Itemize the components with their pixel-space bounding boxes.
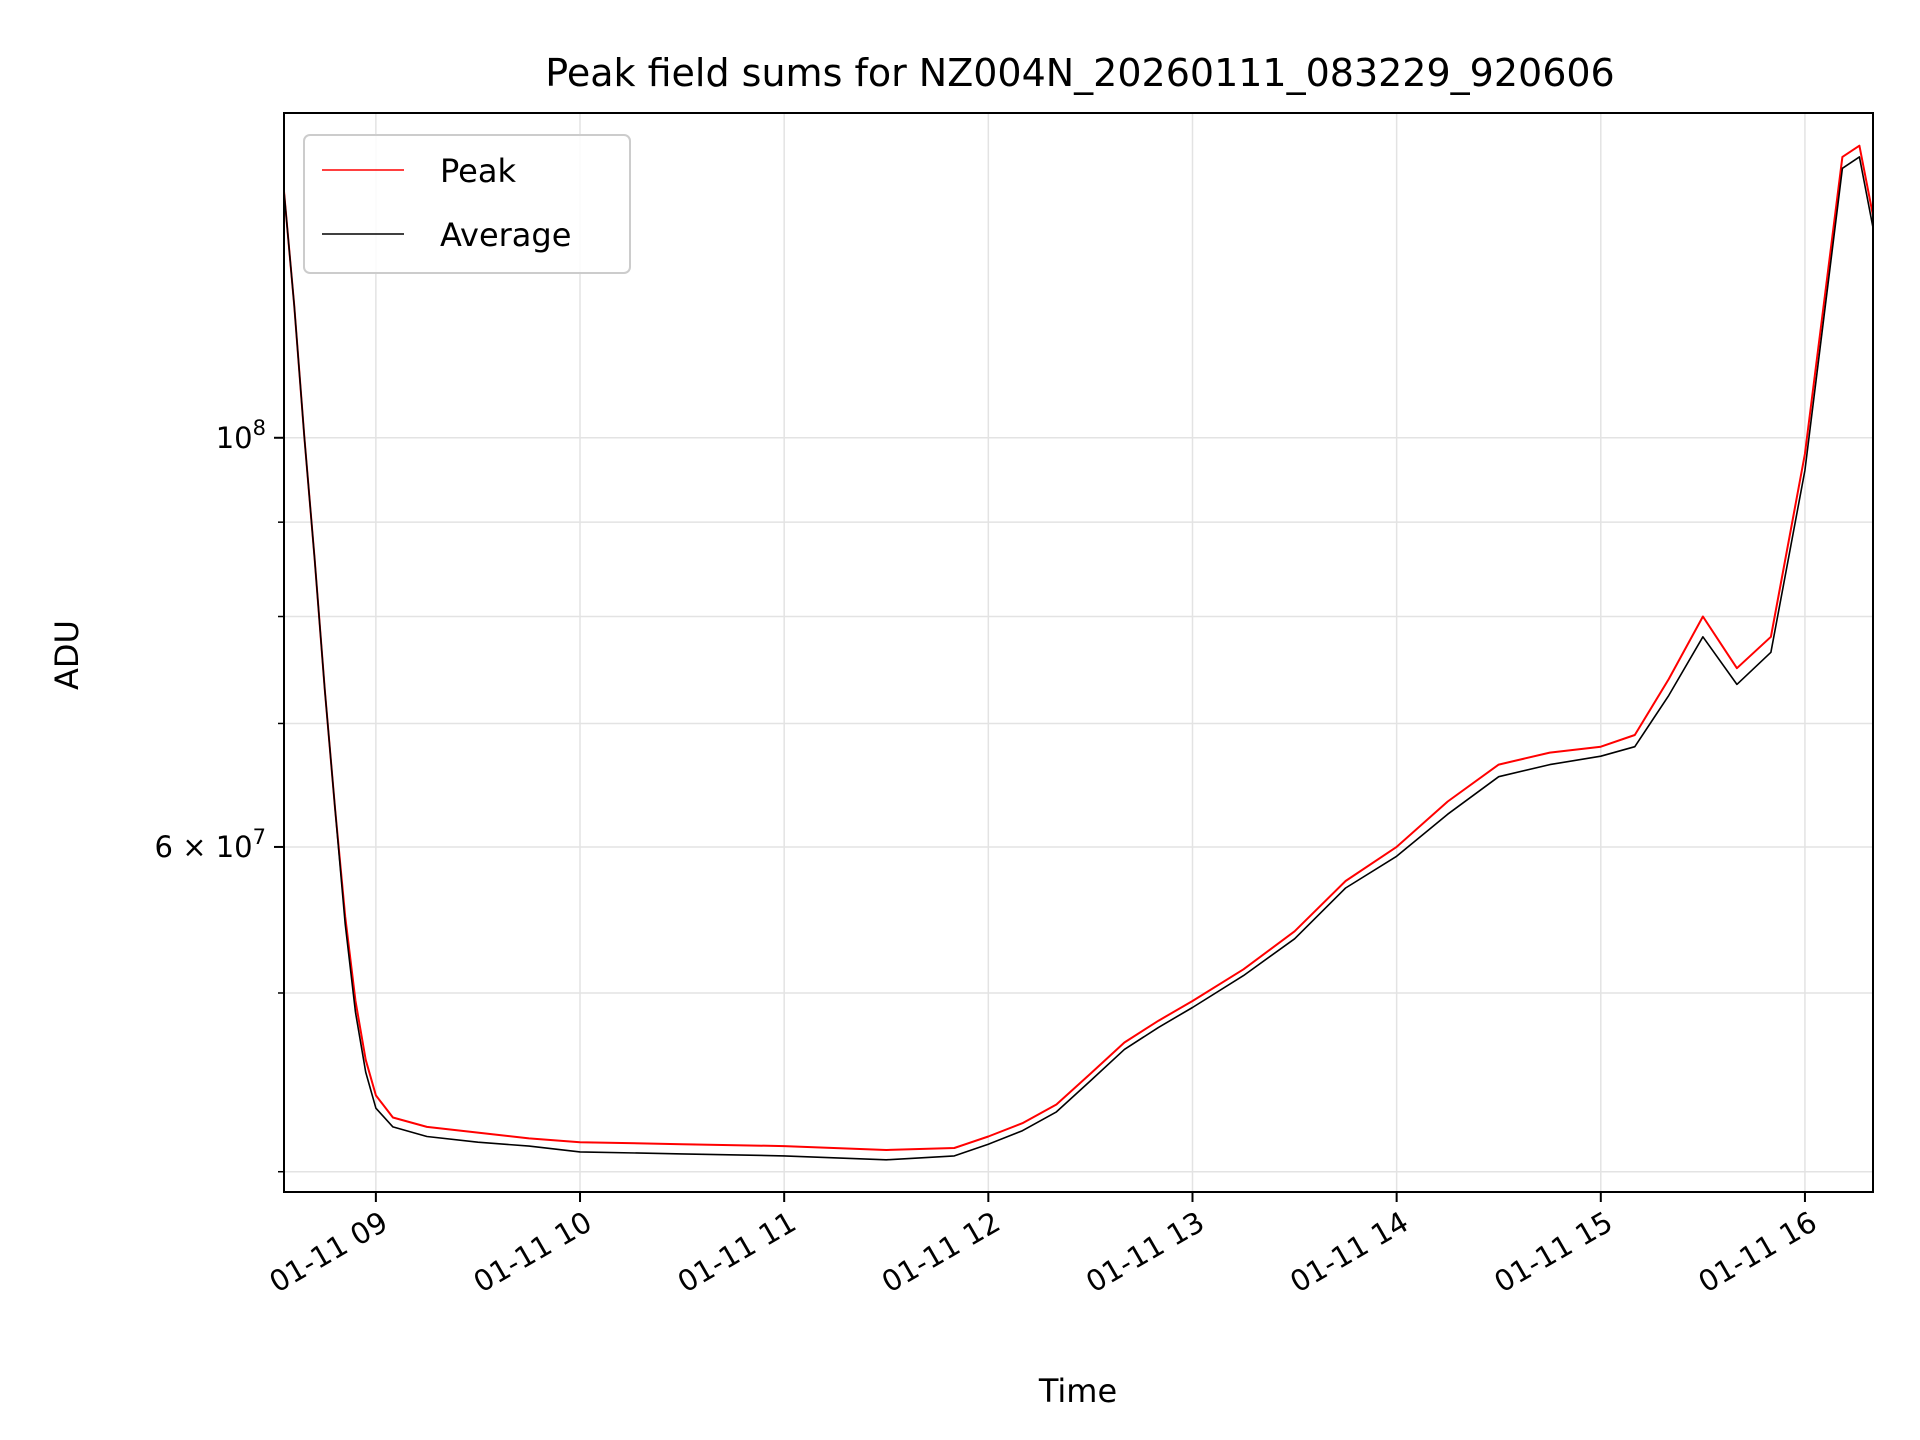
series-line-average bbox=[283, 156, 1874, 1161]
y-axis-label: ADU bbox=[48, 620, 86, 690]
legend-label-average: Average bbox=[440, 216, 571, 254]
legend: Peak Average bbox=[303, 134, 631, 274]
chart-title: Peak field sums for NZ004N_20260111_0832… bbox=[545, 51, 1614, 95]
series-line-peak bbox=[283, 144, 1874, 1151]
plot-frame bbox=[283, 112, 1874, 1193]
grid-lines bbox=[284, 113, 1873, 1192]
x-axis-label: Time bbox=[1038, 1372, 1117, 1410]
y-axis-ticks: 6 × 107 108 bbox=[155, 416, 284, 1173]
series-lines bbox=[283, 144, 1874, 1161]
y-tick-label: 108 bbox=[216, 416, 266, 455]
y-tick-label: 6 × 107 bbox=[155, 825, 266, 864]
legend-label-peak: Peak bbox=[440, 152, 516, 190]
